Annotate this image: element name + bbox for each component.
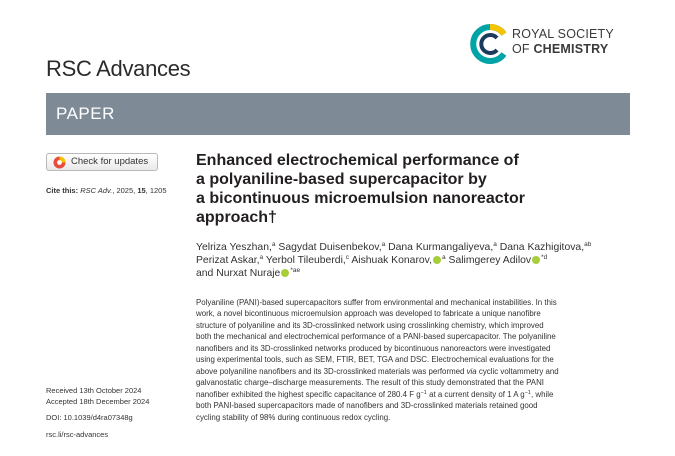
author-line: Perizat Askar,a Yerbol Tileuberdi,c Aish… bbox=[196, 254, 636, 267]
abstract-line: cycling stability of 98% during continuo… bbox=[196, 412, 391, 422]
affiliation-mark: a bbox=[493, 241, 497, 248]
abstract-line: nanofibers and its 3D-crosslinked networ… bbox=[196, 343, 551, 353]
affiliation-mark: a bbox=[442, 254, 446, 261]
crossmark-icon bbox=[53, 156, 66, 169]
check-for-updates-label: Check for updates bbox=[71, 156, 149, 167]
title-line: approach† bbox=[196, 209, 277, 226]
title-line: a polyaniline-based supercapacitor by bbox=[196, 171, 487, 188]
abstract-line: using experimental tools, such as SEM, F… bbox=[196, 355, 554, 365]
abstract-line: nanofiber exhibited the highest specific… bbox=[196, 389, 632, 400]
section-banner: PAPER bbox=[46, 93, 630, 135]
abstract-text: above polyaniline nanofibers and its 3D-… bbox=[196, 366, 467, 376]
abstract-line: galvanostatic charge–discharge measureme… bbox=[196, 378, 544, 388]
abstract-line: structure of polyaniline and its 3D-cros… bbox=[196, 320, 544, 330]
cite-volume: 15 bbox=[137, 186, 146, 195]
abstract-line: Polyaniline (PANI)-based supercapacitors… bbox=[196, 298, 557, 307]
abstract-italic: via bbox=[466, 366, 477, 376]
accepted-date: Accepted 18th December 2024 bbox=[46, 397, 150, 406]
abstract: Polyaniline (PANI)-based supercapacitors… bbox=[196, 297, 632, 423]
publisher-line-2-prefix: OF bbox=[512, 42, 534, 56]
author[interactable]: Salimgerey Adilov bbox=[445, 255, 532, 266]
abstract-text: cyclic voltammetry and bbox=[476, 366, 559, 376]
cite-year: , 2025, bbox=[112, 186, 138, 195]
author-conjunction: and bbox=[196, 268, 217, 279]
article-title: Enhanced electrochemical performance of … bbox=[196, 151, 616, 227]
author[interactable]: Perizat Askar, bbox=[196, 255, 260, 266]
publisher-line-1: ROYAL SOCIETY bbox=[512, 27, 614, 41]
cite-page: , 1205 bbox=[145, 186, 167, 195]
doi-link[interactable]: DOI: 10.1039/d4ra07348g bbox=[46, 413, 133, 422]
orcid-icon[interactable] bbox=[433, 256, 441, 264]
author-list: Yelriza Yeszhan,a Sagydat Duisenbekov,a … bbox=[196, 241, 636, 280]
author[interactable]: Sagydat Duisenbekov, bbox=[275, 242, 382, 253]
abstract-line: both the mechanical and electrochemical … bbox=[196, 332, 556, 342]
abstract-line: above polyaniline nanofibers and its 3D-… bbox=[196, 366, 632, 377]
affiliation-mark: a bbox=[381, 241, 386, 248]
author-line: and Nurxat Nuraje *ae bbox=[196, 267, 636, 280]
citation: Cite this: RSC Adv., 2025, 15, 1205 bbox=[46, 186, 167, 195]
abstract-line: work, a novel bicontinuous microemulsion… bbox=[196, 309, 541, 319]
author[interactable]: Aishuak Konarov, bbox=[349, 255, 432, 266]
author[interactable]: Yerbol Tileuberdi, bbox=[263, 255, 346, 266]
cite-prefix: Cite this: bbox=[46, 186, 79, 195]
received-date: Received 13th October 2024 bbox=[46, 386, 142, 395]
affiliation-mark: a bbox=[259, 254, 264, 261]
affiliation-mark: a bbox=[271, 241, 276, 248]
affiliation-mark: ab bbox=[584, 241, 592, 248]
title-line: a bicontinuous microemulsion nanoreactor bbox=[196, 190, 525, 207]
affiliation-mark: *d bbox=[541, 254, 548, 261]
title-line: Enhanced electrochemical performance of bbox=[196, 152, 519, 169]
section-label: PAPER bbox=[56, 104, 115, 123]
publisher-line-2-bold: CHEMISTRY bbox=[533, 42, 609, 56]
abstract-text: nanofiber exhibited the highest specific… bbox=[196, 389, 421, 399]
cite-journal: RSC Adv. bbox=[80, 186, 113, 195]
affiliation-mark: c bbox=[345, 254, 350, 261]
author-line: Yelriza Yeszhan,a Sagydat Duisenbekov,a … bbox=[196, 241, 636, 254]
orcid-icon[interactable] bbox=[532, 256, 541, 264]
abstract-text: at a current density of 1 A g bbox=[426, 389, 525, 399]
abstract-line: both PANI-based supercapacitors made of … bbox=[196, 401, 538, 411]
author[interactable]: Yelriza Yeszhan, bbox=[196, 242, 272, 253]
journal-name: RSC Advances bbox=[46, 56, 191, 81]
author[interactable]: Dana Kazhigitova, bbox=[496, 242, 585, 253]
superscript: −1 bbox=[420, 389, 427, 396]
publisher-line-2: OF CHEMISTRY bbox=[512, 42, 608, 56]
journal-url[interactable]: rsc.li/rsc-advances bbox=[46, 430, 109, 439]
author[interactable]: Nurxat Nuraje bbox=[216, 268, 281, 279]
check-for-updates-button[interactable]: Check for updates bbox=[46, 153, 158, 171]
author[interactable]: Dana Kurmangaliyeva, bbox=[385, 242, 494, 253]
rsc-logo-mark-icon bbox=[470, 24, 507, 64]
orcid-icon[interactable] bbox=[281, 269, 290, 277]
abstract-text: , while bbox=[530, 389, 554, 399]
affiliation-mark: *ae bbox=[290, 267, 301, 274]
rsc-logo[interactable]: ROYAL SOCIETY OF CHEMISTRY bbox=[466, 22, 636, 68]
superscript: −1 bbox=[524, 389, 531, 396]
